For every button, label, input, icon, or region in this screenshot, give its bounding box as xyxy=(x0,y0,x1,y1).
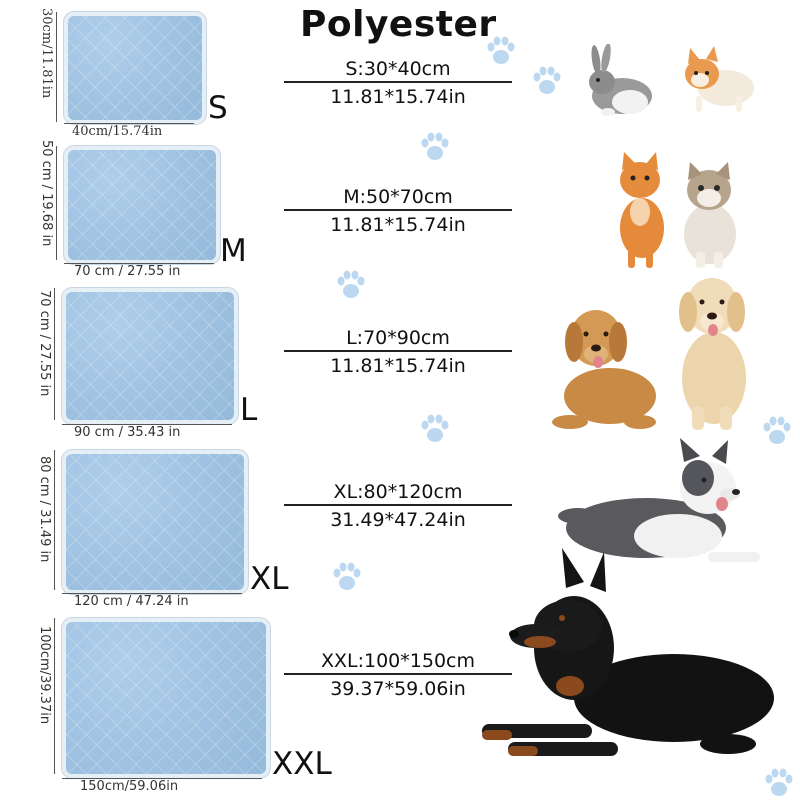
dim-line-height-s xyxy=(56,12,57,122)
spec-xxl-in: 39.37*59.06in xyxy=(330,678,466,700)
pad-m xyxy=(64,146,220,264)
dim-line-width-xl xyxy=(62,593,242,594)
paw-print-icon xyxy=(421,414,449,442)
dim-line-width-l xyxy=(62,424,232,425)
spec-m-in: 11.81*15.74in xyxy=(330,214,466,236)
spec-rule-xxl xyxy=(284,673,512,675)
width-label-m: 70 cm / 27.55 in xyxy=(74,264,181,279)
dim-line-width-s xyxy=(64,123,194,124)
golden-retriever-lying-image xyxy=(552,310,656,429)
height-label-l: 70 cm / 27.55 in xyxy=(37,290,52,397)
height-label-m: 50 cm / 19.68 in xyxy=(39,140,54,247)
spec-s-in: 11.81*15.74in xyxy=(330,86,466,108)
dim-line-width-m xyxy=(64,263,214,264)
width-label-l: 90 cm / 35.43 in xyxy=(74,425,181,440)
paw-print-icon xyxy=(487,36,515,64)
tabby-cat-image xyxy=(684,162,736,268)
spec-rule-m xyxy=(284,209,512,211)
width-label-xl: 120 cm / 47.24 in xyxy=(74,594,189,609)
border-collie-image xyxy=(558,438,760,562)
page-title: Polyester xyxy=(300,4,497,45)
size-letter-xl: XL xyxy=(250,561,289,597)
dim-line-height-l xyxy=(54,288,55,420)
size-letter-xxl: XXL xyxy=(272,746,332,782)
kitten-image xyxy=(685,46,754,112)
spec-xl-in: 31.49*47.24in xyxy=(330,509,466,531)
paw-print-icon xyxy=(763,416,791,444)
size-letter-s: S xyxy=(208,90,228,126)
pad-l xyxy=(62,288,238,424)
width-label-xxl: 150cm/59.06in xyxy=(80,779,179,794)
rabbit-image xyxy=(589,44,652,116)
doberman-image xyxy=(482,548,774,756)
dim-line-height-xxl xyxy=(54,618,55,774)
spec-xl-cm: XL:80*120cm xyxy=(333,481,463,503)
paw-print-icon xyxy=(421,132,449,160)
spec-l-cm: L:70*90cm xyxy=(346,327,450,349)
spec-rule-xl xyxy=(284,504,512,506)
dim-line-width-xxl xyxy=(62,778,262,779)
pad-s xyxy=(64,12,206,124)
pad-xxl xyxy=(62,618,270,778)
size-letter-l: L xyxy=(240,392,258,428)
spec-l-in: 11.81*15.74in xyxy=(330,355,466,377)
paw-print-icon xyxy=(333,562,361,590)
golden-retriever-sitting-image xyxy=(679,278,746,430)
spec-rule-s xyxy=(284,81,512,83)
pad-xl xyxy=(62,450,248,594)
spec-m-cm: M:50*70cm xyxy=(343,186,453,208)
dim-line-height-m xyxy=(56,146,57,260)
width-label-s: 40cm/15.74in xyxy=(72,124,163,139)
paw-print-icon xyxy=(533,66,561,94)
paw-print-icon xyxy=(337,270,365,298)
height-label-xxl: 100cm/39.37in xyxy=(37,626,52,725)
dim-line-height-xl xyxy=(54,450,55,590)
spec-xxl-cm: XXL:100*150cm xyxy=(320,650,475,672)
height-label-s: 30cm/11.81in xyxy=(39,8,54,99)
orange-cat-image xyxy=(620,152,664,268)
paw-print-icon xyxy=(765,768,793,796)
spec-s-cm: S:30*40cm xyxy=(345,58,451,80)
size-letter-m: M xyxy=(220,233,247,269)
height-label-xl: 80 cm / 31.49 in xyxy=(37,456,52,563)
spec-rule-l xyxy=(284,350,512,352)
